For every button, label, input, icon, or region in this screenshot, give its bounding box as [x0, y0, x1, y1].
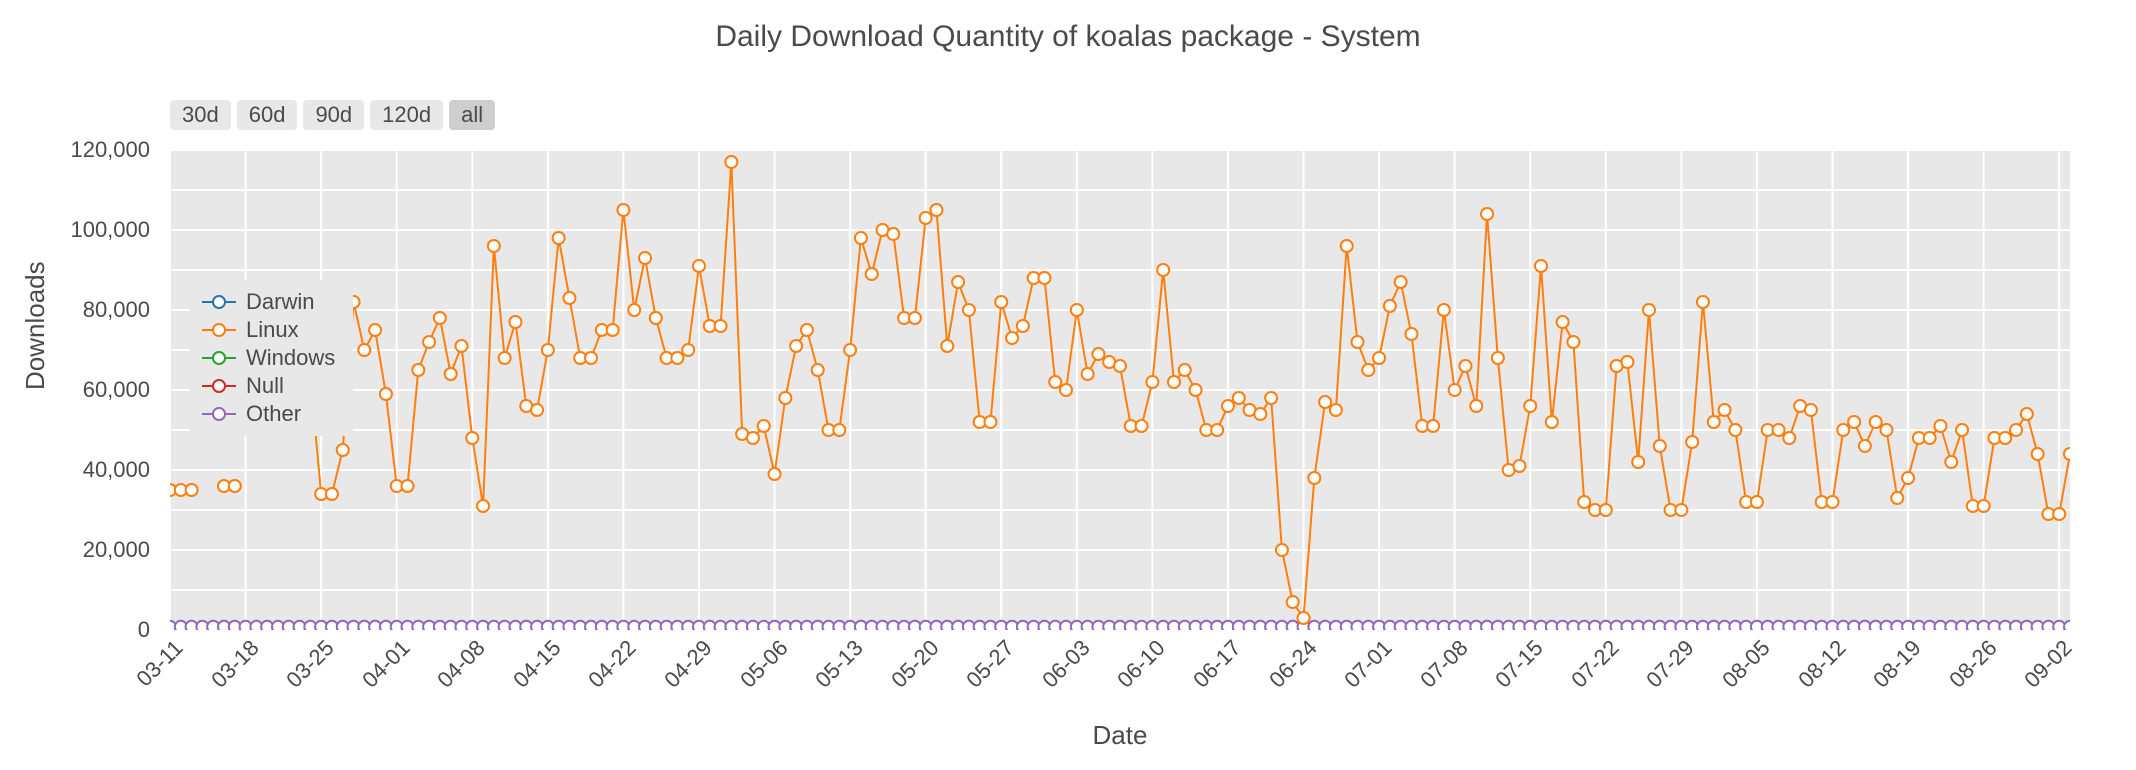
x-tick-label: 08-12: [1793, 635, 1851, 693]
range-button-30d[interactable]: 30d: [170, 100, 231, 130]
legend-marker-icon: [202, 351, 236, 365]
x-tick-label: 06-17: [1188, 635, 1246, 693]
x-tick-label: 06-24: [1264, 635, 1322, 693]
range-button-60d[interactable]: 60d: [237, 100, 298, 130]
range-button-all[interactable]: all: [449, 100, 495, 130]
legend-item-windows[interactable]: Windows: [202, 344, 335, 372]
legend-marker-icon: [202, 379, 236, 393]
range-button-120d[interactable]: 120d: [370, 100, 443, 130]
x-axis-title: Date: [170, 720, 2070, 751]
legend-label: Null: [246, 372, 284, 400]
x-tick-label: 03-11: [131, 635, 188, 692]
legend: DarwinLinuxWindowsNullOther: [190, 280, 353, 436]
y-tick-label: 120,000: [70, 137, 150, 163]
x-tick-label: 06-10: [1113, 635, 1171, 693]
x-tick-label: 07-29: [1642, 635, 1700, 693]
y-tick-label: 80,000: [83, 297, 150, 323]
legend-marker-icon: [202, 295, 236, 309]
range-button-90d[interactable]: 90d: [303, 100, 364, 130]
x-tick-label: 03-25: [281, 635, 339, 693]
x-tick-label: 08-05: [1717, 635, 1775, 693]
x-tick-label: 08-19: [1868, 635, 1926, 693]
y-axis-ticks: 020,00040,00060,00080,000100,000120,000: [0, 150, 160, 630]
legend-item-linux[interactable]: Linux: [202, 316, 335, 344]
y-tick-label: 40,000: [83, 457, 150, 483]
legend-marker-icon: [202, 407, 236, 421]
x-tick-label: 08-26: [1944, 635, 2002, 693]
x-tick-label: 07-08: [1415, 635, 1473, 693]
x-tick-label: 05-06: [735, 635, 793, 693]
legend-item-darwin[interactable]: Darwin: [202, 288, 335, 316]
range-selector: 30d60d90d120dall: [170, 100, 495, 130]
x-tick-label: 05-13: [810, 635, 868, 693]
y-tick-label: 0: [138, 617, 150, 643]
x-tick-label: 07-01: [1339, 635, 1397, 693]
x-tick-label: 07-15: [1490, 635, 1548, 693]
x-tick-label: 06-03: [1037, 635, 1095, 693]
x-tick-label: 03-18: [206, 635, 264, 693]
chart-container: Daily Download Quantity of koalas packag…: [0, 0, 2136, 770]
x-tick-label: 05-27: [961, 635, 1019, 693]
legend-item-null[interactable]: Null: [202, 372, 335, 400]
x-tick-label: 04-22: [584, 635, 642, 693]
legend-label: Darwin: [246, 288, 314, 316]
x-axis-ticks: 03-1103-1803-2504-0104-0804-1504-2204-29…: [170, 635, 2070, 715]
plot-svg[interactable]: [170, 150, 2070, 630]
legend-label: Other: [246, 400, 301, 428]
y-tick-label: 20,000: [83, 537, 150, 563]
legend-item-other[interactable]: Other: [202, 400, 335, 428]
x-tick-label: 07-22: [1566, 635, 1624, 693]
legend-marker-icon: [202, 323, 236, 337]
x-tick-label: 09-02: [2019, 635, 2077, 693]
chart-title: Daily Download Quantity of koalas packag…: [0, 20, 2136, 54]
y-tick-label: 100,000: [70, 217, 150, 243]
legend-label: Windows: [246, 344, 335, 372]
x-tick-label: 04-29: [659, 635, 717, 693]
x-tick-label: 05-20: [886, 635, 944, 693]
plot-area: [170, 150, 2070, 630]
y-tick-label: 60,000: [83, 377, 150, 403]
legend-label: Linux: [246, 316, 299, 344]
x-tick-label: 04-08: [432, 635, 490, 693]
x-tick-label: 04-15: [508, 635, 566, 693]
x-tick-label: 04-01: [357, 635, 415, 693]
